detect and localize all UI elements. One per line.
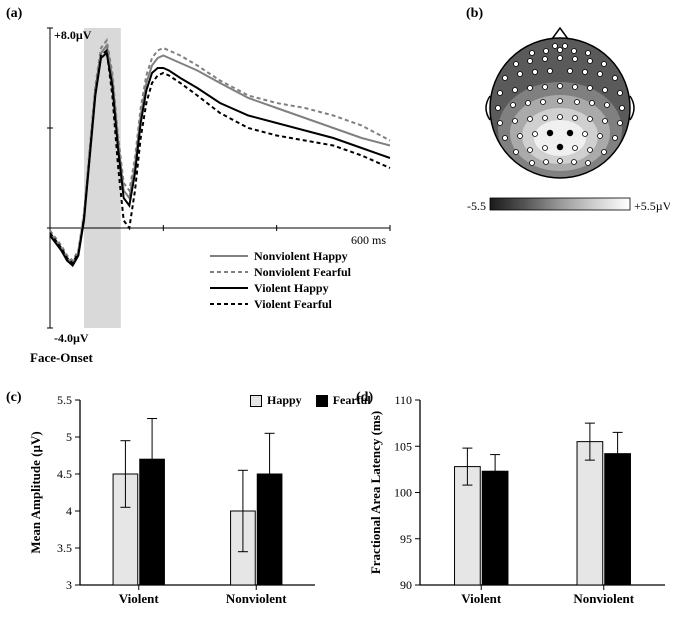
svg-text:+5.5µV: +5.5µV	[634, 199, 670, 213]
svg-text:5.5: 5.5	[57, 393, 72, 407]
svg-text:Nonviolent: Nonviolent	[226, 591, 287, 606]
svg-text:105: 105	[394, 439, 412, 453]
svg-text:Face-Onset: Face-Onset	[30, 350, 93, 365]
svg-text:-4.0µV: -4.0µV	[54, 331, 89, 345]
legend-item: Fearful	[316, 393, 371, 408]
svg-text:600 ms: 600 ms	[351, 233, 386, 247]
svg-text:90: 90	[400, 578, 412, 592]
svg-text:5: 5	[66, 430, 72, 444]
svg-text:95: 95	[400, 532, 412, 546]
svg-text:4: 4	[66, 504, 72, 518]
amplitude-bar-panel: 3 3.5 4 4.5 5 5.5 Mean Amplitude (µV) Violent No…	[25, 390, 325, 620]
svg-text:Nonviolent Fearful: Nonviolent Fearful	[254, 265, 352, 279]
svg-text:Violent Fearful: Violent Fearful	[254, 297, 333, 311]
topomap-svg: -5.5 +5.5µV	[450, 8, 670, 248]
legend-swatch-icon	[316, 395, 328, 407]
svg-text:100: 100	[394, 486, 412, 500]
latency-bar-svg: 90 95 100 105 110 Fractional Area Latency (ms…	[365, 390, 675, 620]
legend-swatch-icon	[250, 395, 262, 407]
legend-label: Happy	[267, 393, 302, 408]
latency-bar-panel: 90 95 100 105 110 Fractional Area Latency (ms…	[365, 390, 675, 620]
svg-text:110: 110	[394, 393, 412, 407]
legend-item: Happy	[250, 393, 302, 408]
svg-text:3.5: 3.5	[57, 541, 72, 555]
svg-text:Violent: Violent	[461, 591, 502, 606]
legend-label: Fearful	[333, 393, 371, 408]
erp-waveform-svg: +8.0µV -4.0µV 600 ms Face-Onset Nonviolent H…	[20, 8, 400, 373]
erp-waveform-panel: +8.0µV -4.0µV 600 ms Face-Onset Nonviolent H…	[20, 8, 400, 373]
svg-text:Violent Happy: Violent Happy	[254, 281, 329, 295]
bar-legend: Happy Fearful	[250, 393, 371, 410]
svg-text:Violent: Violent	[119, 591, 160, 606]
panel-c-label: (c)	[6, 390, 22, 406]
svg-text:Nonviolent: Nonviolent	[573, 591, 634, 606]
svg-text:-5.5: -5.5	[467, 199, 486, 213]
svg-text:+8.0µV: +8.0µV	[54, 28, 92, 42]
amplitude-bar-svg: 3 3.5 4 4.5 5 5.5 Mean Amplitude (µV) Violent No…	[25, 390, 325, 620]
svg-text:Nonviolent Happy: Nonviolent Happy	[254, 249, 348, 263]
figure-root: (a) (b) (c) (d) +8.0µV-4.0µV600 msFace-O…	[0, 0, 684, 631]
svg-text:3: 3	[66, 578, 72, 592]
svg-text:Mean Amplitude (µV): Mean Amplitude (µV)	[28, 431, 43, 553]
topomap-panel: -5.5 +5.5µV	[450, 8, 670, 248]
svg-text:4.5: 4.5	[57, 467, 72, 481]
svg-text:Fractional Area Latency (ms): Fractional Area Latency (ms)	[368, 411, 383, 574]
